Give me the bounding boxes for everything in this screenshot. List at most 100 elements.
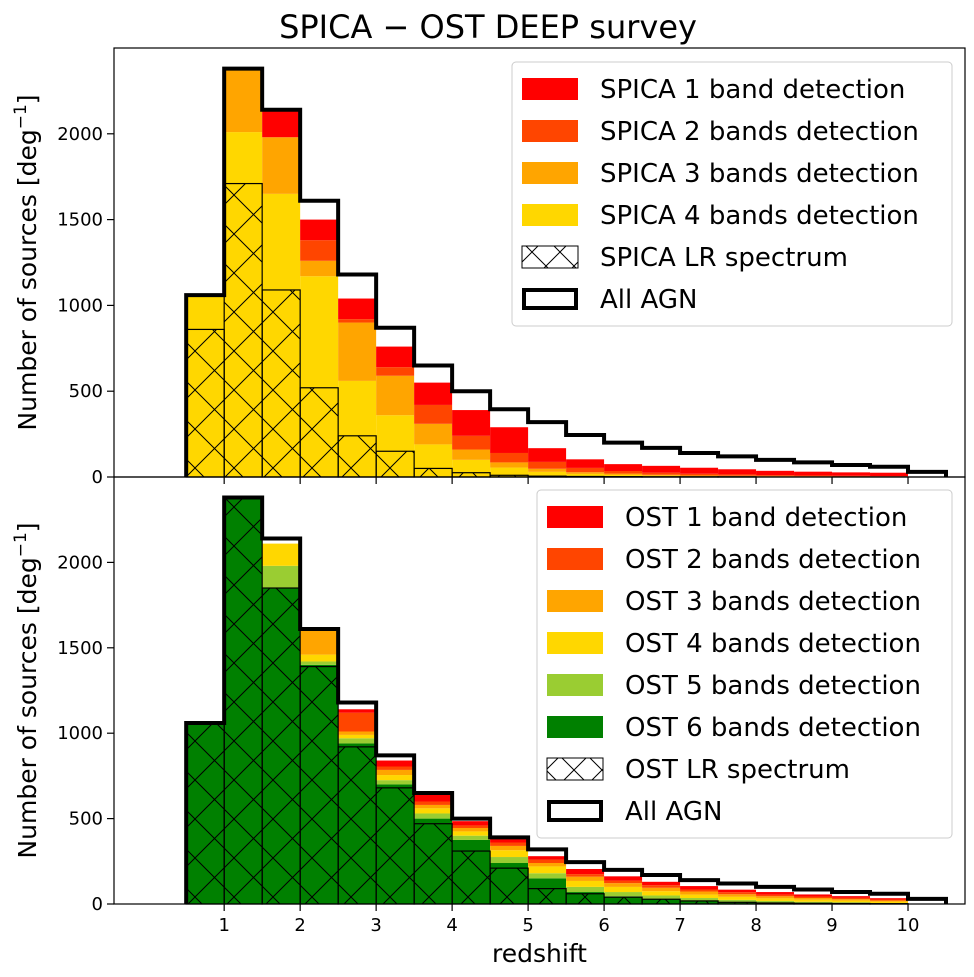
bar-spica-1-band-2 (262, 111, 301, 138)
bar-spica-3-bands-3 (300, 260, 339, 277)
bar-ost-3-bands-9 (528, 863, 567, 867)
bar-ost-3-bands-18 (870, 900, 909, 902)
legend-label: OST 3 bands detection (625, 587, 921, 617)
hatch-bar-spica-0 (185, 328, 225, 478)
all-agn-outline-spica (184, 66, 949, 477)
legend-label: OST 1 band detection (625, 503, 907, 533)
bar-spica-2-bands-9 (528, 461, 567, 469)
y-tick-label: 2000 (57, 124, 103, 145)
legend-label: OST 2 bands detection (625, 545, 921, 575)
x-tick-label: 1 (218, 915, 229, 936)
bar-spica-3-bands-4 (338, 322, 377, 381)
legend-swatch (547, 716, 603, 738)
bar-spica-1-band-16 (794, 471, 833, 476)
bar-ost-3-bands-4 (338, 731, 377, 735)
bar-ost-2-bands-4 (338, 712, 377, 732)
y-tick-label: 500 (69, 381, 103, 402)
bar-spica-3-bands-11 (604, 473, 643, 475)
panel-ost: 0 500 1000 1500 2000 1 2 3 4 5 6 7 8 9 10 Number of sou… (11, 476, 966, 968)
bar-spica-1-band-4 (338, 298, 377, 320)
bar-ost-3-bands-11 (604, 883, 643, 887)
bar-spica-4-bands-11 (604, 474, 643, 477)
bar-ost-3-bands-5 (376, 769, 415, 776)
y-axis-label: Number of sources [deg−1] (11, 94, 42, 430)
y-tick-label: 0 (92, 894, 103, 915)
bar-spica-3-bands-2 (262, 137, 301, 194)
bar-ost-4-bands-11 (604, 886, 643, 893)
bar-ost-1-band-16 (794, 894, 833, 897)
bar-ost-4-bands-10 (566, 880, 605, 887)
bar-spica-1-band-8 (490, 427, 529, 453)
y-axis-label: Number of sources [deg−1] (11, 522, 42, 858)
all-agn-outline-ost (184, 495, 949, 904)
hatch-bar-ost-0 (185, 722, 225, 905)
legend-label: OST 6 bands detection (625, 713, 921, 743)
legend-swatch-hatch (521, 245, 579, 269)
bar-ost-2-bands-6 (414, 801, 453, 805)
bar-ost-5-bands-12 (642, 895, 681, 899)
hatch-bar-spica-3 (299, 387, 339, 478)
x-tick-label: 4 (446, 915, 457, 936)
x-tick-label: 5 (522, 915, 533, 936)
bar-spica-1-band-17 (832, 472, 871, 476)
legend-swatch (522, 204, 578, 226)
x-tick-label: 2 (294, 915, 305, 936)
bar-spica-1-band-3 (300, 219, 339, 241)
y-tick-label: 1000 (57, 723, 103, 744)
legend-swatch-hatch (546, 757, 604, 781)
legend-label: SPICA 2 bands detection (600, 117, 919, 147)
figure-title: SPICA − OST DEEP survey (279, 8, 697, 46)
bar-ost-4-bands-5 (376, 775, 415, 781)
legend-label: SPICA 1 band detection (600, 75, 905, 105)
bar-spica-1-band-6 (414, 382, 453, 405)
hatch-bar-spica-7 (451, 472, 491, 478)
bar-ost-2-bands-15 (756, 894, 795, 897)
bar-ost-4-bands-16 (794, 899, 833, 902)
legend-label: OST 4 bands detection (625, 629, 921, 659)
bar-ost-1-band-18 (870, 898, 909, 900)
panel-spica: 0 500 1000 1500 2000 Number of sources [deg−1… (11, 47, 966, 488)
bar-spica-1-band-5 (376, 346, 415, 368)
bar-spica-3-bands-6 (414, 423, 453, 445)
bar-ost-2-bands-18 (870, 899, 909, 901)
bar-ost-3-bands-12 (642, 887, 681, 892)
bar-ost-3-bands-15 (756, 896, 795, 899)
bar-ost-4-bands-15 (756, 898, 795, 901)
hatch-bar-spica-6 (413, 467, 453, 478)
bar-ost-4-bands-9 (528, 866, 567, 874)
hatch-bar-spica-5 (375, 450, 415, 478)
hatch-bar-ost-4 (337, 746, 377, 905)
bar-ost-1-band-5 (376, 760, 415, 767)
bar-ost-5-bands-11 (604, 892, 643, 897)
bar-ost-3-bands-17 (832, 899, 871, 901)
bar-ost-3-bands-16 (794, 898, 833, 900)
legend-label: OST LR spectrum (625, 755, 850, 785)
y-tick-label: 500 (69, 809, 103, 830)
bar-spica-2-bands-7 (452, 435, 491, 450)
bar-ost-5-bands-15 (756, 900, 795, 903)
bar-spica-3-bands-1 (224, 68, 263, 133)
legend-label: SPICA 3 bands detection (600, 159, 919, 189)
bar-ost-5-bands-16 (794, 901, 833, 904)
y-tick-label: 2000 (57, 552, 103, 573)
bar-ost-5-bands-9 (528, 873, 567, 879)
bar-spica-1-band-7 (452, 410, 491, 436)
bar-spica-2-bands-12 (642, 472, 681, 475)
bar-ost-2-bands-13 (680, 889, 719, 892)
bar-ost-3-bands-10 (566, 876, 605, 881)
bar-spica-3-bands-5 (376, 375, 415, 416)
bar-ost-1-band-13 (680, 886, 719, 890)
hatch-bar-ost-10 (565, 893, 605, 905)
hatch-bar-ost-2 (261, 587, 301, 905)
bar-ost-2-bands-7 (452, 825, 491, 828)
hatch-bar-ost-3 (299, 665, 339, 905)
bar-ost-3-bands-8 (490, 845, 529, 851)
bar-ost-3-bands-6 (414, 804, 453, 809)
bar-ost-1-band-12 (642, 881, 681, 886)
y-tick-label: 1000 (57, 295, 103, 316)
y-tick-label: 0 (92, 467, 103, 488)
legend-ost: OST 1 band detection OST 2 bands detectio… (536, 489, 953, 839)
hatch-bar-ost-9 (527, 888, 567, 905)
bar-ost-5-bands-4 (338, 738, 377, 744)
